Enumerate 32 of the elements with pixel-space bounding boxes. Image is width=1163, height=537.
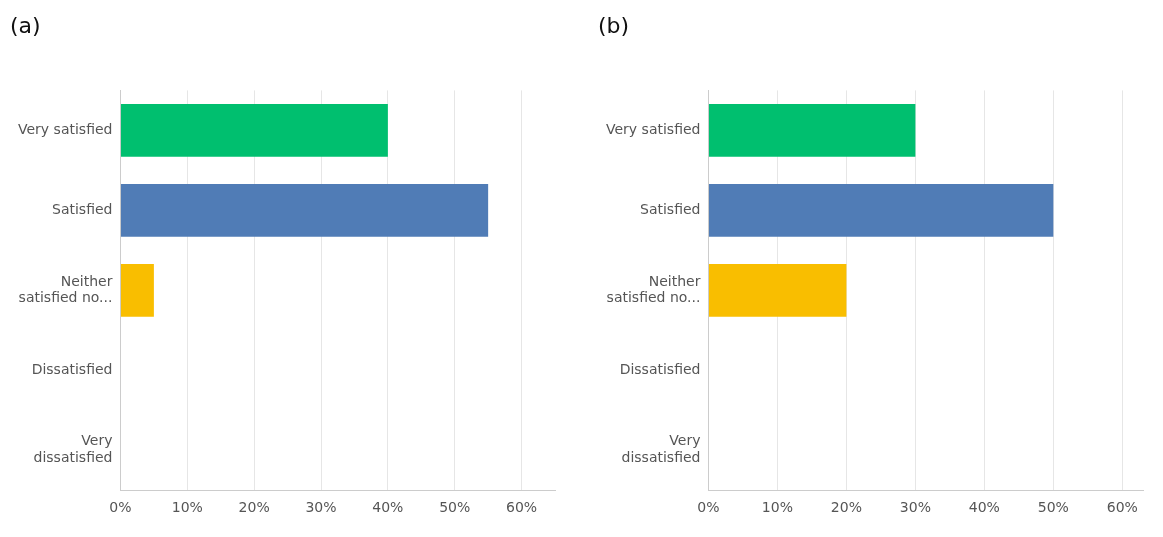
- y-tick-label: Dissatisfied: [31, 360, 113, 377]
- x-tick-label: 50%: [439, 499, 471, 516]
- x-tick-label: 0%: [697, 499, 720, 516]
- x-tick-label: 20%: [238, 499, 270, 516]
- x-tick-label: 10%: [171, 499, 203, 516]
- y-tick-label: Dissatisfied: [619, 360, 701, 377]
- bar: [120, 183, 489, 237]
- bar: [708, 183, 1054, 237]
- chart-title: (b): [598, 12, 630, 38]
- x-tick-label: 0%: [109, 499, 132, 516]
- x-tick-label: 60%: [1106, 499, 1138, 516]
- bar: [708, 103, 916, 157]
- x-tick-label: 10%: [761, 499, 793, 516]
- y-tick-label: Satisfied: [639, 200, 701, 217]
- y-tick-label: Very satisfied: [17, 121, 113, 138]
- x-tick-label: 50%: [1037, 499, 1069, 516]
- x-tick-label: 30%: [899, 499, 931, 516]
- bar: [120, 103, 388, 157]
- x-tick-label: 20%: [830, 499, 862, 516]
- y-tick-label: Very dissatisfied: [621, 432, 701, 466]
- x-tick-label: 40%: [968, 499, 1000, 516]
- chart-title: (a): [10, 12, 41, 38]
- y-tick-label: Neither satisfied no...: [606, 272, 701, 306]
- x-tick-label: 60%: [506, 499, 538, 516]
- bar: [120, 263, 154, 317]
- x-tick-label: 40%: [372, 499, 404, 516]
- y-tick-label: Satisfied: [51, 200, 113, 217]
- y-tick-label: Very satisfied: [605, 121, 701, 138]
- y-tick-label: Very dissatisfied: [33, 432, 113, 466]
- y-tick-label: Neither satisfied no...: [18, 272, 113, 306]
- bar: [708, 263, 847, 317]
- x-tick-label: 30%: [305, 499, 337, 516]
